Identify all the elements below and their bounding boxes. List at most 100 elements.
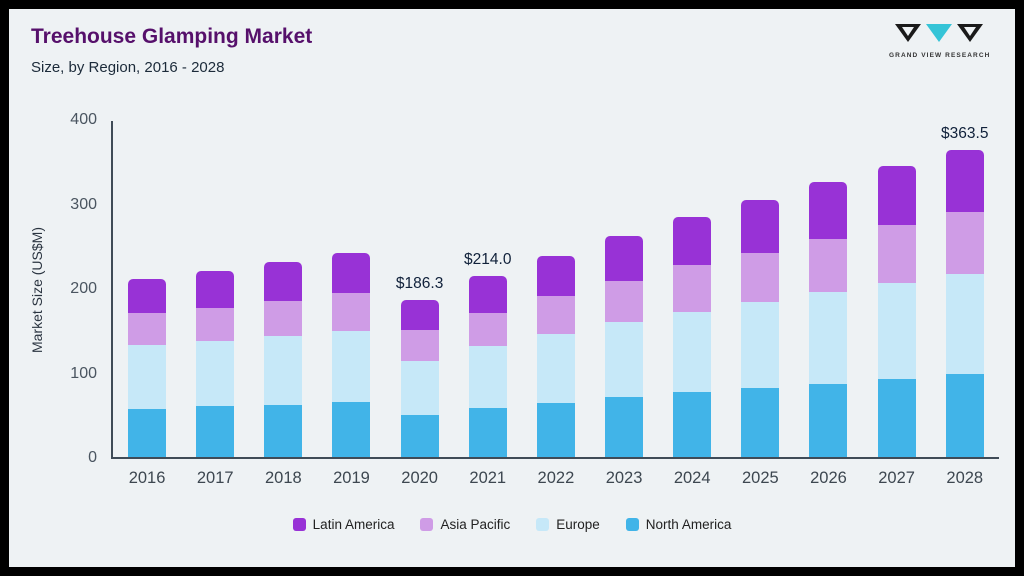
data-label-2021: $214.0	[464, 251, 512, 269]
bar-group-2019: 2019	[327, 119, 375, 487]
data-label-2020: $186.3	[395, 274, 444, 292]
bar-segment-north-america	[536, 402, 575, 457]
legend-swatch-asia-pacific	[420, 518, 434, 531]
logo-text: GRAND VIEW RESEARCH	[889, 52, 991, 59]
bar-segment-latin-america	[196, 271, 235, 309]
x-tick-label-2023: 2023	[605, 469, 643, 487]
bar-segment-latin-america	[673, 217, 712, 266]
bar-segment-europe	[536, 334, 575, 403]
x-tick-label-2028: 2028	[946, 469, 984, 487]
legend: Latin America Asia Pacific Europe North Ame…	[9, 517, 1015, 532]
bar-segment-asia-pacific	[741, 252, 780, 302]
stacked-bar-2020	[400, 299, 439, 457]
bar-segment-north-america	[605, 397, 644, 457]
legend-label-asia-pacific: Asia Pacific	[440, 517, 511, 532]
bar-segment-europe	[741, 301, 780, 388]
bar-segment-europe	[809, 292, 848, 384]
bar-group-2028: $363.5 2028	[941, 119, 989, 487]
legend-label-latin-america: Latin America	[312, 517, 395, 532]
y-tick-label-200: 200	[70, 280, 97, 297]
bar-segment-europe	[605, 321, 644, 398]
bar-segment-europe	[945, 273, 984, 375]
stacked-bar-2024	[673, 217, 712, 457]
bar-segment-latin-america	[605, 235, 644, 282]
x-tick-label-2025: 2025	[741, 469, 779, 487]
stacked-bar-2019	[332, 253, 371, 457]
bar-segment-latin-america	[809, 182, 848, 240]
y-axis-title-text: Market Size (US$M)	[29, 226, 45, 354]
bar-group-2017: 2017	[191, 119, 239, 487]
stacked-bar-2027	[877, 166, 916, 457]
bar-group-2025: 2025	[736, 119, 784, 487]
bar-segment-north-america	[809, 383, 848, 457]
stacked-bar-2022	[536, 255, 575, 457]
bar-group-2020: $186.3 2020	[395, 119, 444, 487]
bar-segment-north-america	[196, 406, 235, 457]
x-tick-label-2027: 2027	[878, 469, 915, 487]
x-tick-label-2016: 2016	[128, 469, 166, 487]
chart-subtitle: Size, by Region, 2016 - 2028	[31, 59, 225, 76]
data-label-2028: $363.5	[941, 124, 989, 142]
legend-swatch-latin-america	[292, 518, 306, 531]
bar-segment-asia-pacific	[605, 281, 644, 322]
stacked-bar-2017	[196, 271, 235, 457]
plot-area: 2016 2017 2018 2019 $186.3 2020 $214.0 2021 2022…	[111, 119, 999, 487]
bar-segment-north-america	[945, 374, 984, 457]
x-tick-label-2022: 2022	[537, 469, 575, 487]
bar-segment-europe	[673, 311, 712, 392]
x-tick-label-2020: 2020	[401, 469, 438, 487]
bar-segment-north-america	[877, 379, 916, 457]
bar-group-2021: $214.0 2021	[464, 119, 512, 487]
bar-group-2023: 2023	[600, 119, 648, 487]
bar-segment-latin-america	[128, 278, 167, 314]
bar-segment-europe	[400, 360, 439, 415]
bar-segment-asia-pacific	[673, 265, 712, 312]
bar-group-2022: 2022	[532, 119, 580, 487]
stacked-bar-2025	[741, 200, 780, 457]
bar-segment-north-america	[468, 408, 507, 457]
bar-segment-europe	[128, 344, 167, 409]
legend-label-north-america: North America	[645, 517, 732, 532]
x-tick-label-2017: 2017	[196, 469, 234, 487]
legend-item-asia-pacific: Asia Pacific	[420, 517, 510, 532]
bar-group-2016: 2016	[123, 119, 171, 487]
y-tick-label-300: 300	[70, 195, 97, 213]
stacked-bar-2021	[468, 276, 507, 457]
stacked-bar-2023	[605, 235, 644, 457]
legend-item-europe: Europe	[536, 517, 600, 532]
bar-segment-asia-pacific	[536, 295, 575, 335]
bar-segment-north-america	[264, 404, 303, 457]
x-tick-label-2019: 2019	[333, 469, 370, 487]
legend-label-europe: Europe	[556, 517, 600, 532]
bar-group-2024: 2024	[668, 119, 716, 487]
y-tick-label-0: 0	[88, 449, 97, 466]
bar-segment-europe	[264, 336, 303, 405]
bar-segment-asia-pacific	[264, 300, 303, 337]
x-tick-label-2018: 2018	[264, 469, 302, 487]
bar-segment-asia-pacific	[128, 313, 167, 345]
bar-segment-asia-pacific	[877, 225, 916, 283]
stacked-bar-2016	[128, 278, 167, 457]
bar-segment-europe	[332, 331, 371, 403]
grand-view-research-logo: GRAND VIEW RESEARCH	[889, 23, 989, 59]
y-tick-label-400: 400	[70, 111, 97, 128]
legend-item-latin-america: Latin America	[292, 517, 395, 532]
y-tick-label-100: 100	[70, 364, 97, 382]
chart-title: Treehouse Glamping Market	[31, 25, 313, 48]
bar-segment-latin-america	[945, 149, 984, 212]
legend-swatch-europe	[536, 518, 550, 531]
bar-segment-north-america	[673, 391, 712, 457]
legend-swatch-north-america	[625, 518, 639, 531]
bar-segment-europe	[468, 346, 507, 408]
y-axis-ticks: 0 100 200 300 400	[57, 111, 105, 466]
bar-segment-asia-pacific	[196, 308, 235, 342]
stacked-bar-2018	[264, 261, 303, 457]
bar-segment-latin-america	[468, 276, 507, 313]
y-axis-title: Market Size (US$M)	[29, 121, 45, 459]
bar-group-2018: 2018	[259, 119, 307, 487]
bar-group-2027: 2027	[873, 119, 921, 487]
stacked-bar-2028	[945, 149, 984, 457]
bar-segment-latin-america	[400, 299, 439, 331]
bar-segment-asia-pacific	[809, 239, 848, 293]
